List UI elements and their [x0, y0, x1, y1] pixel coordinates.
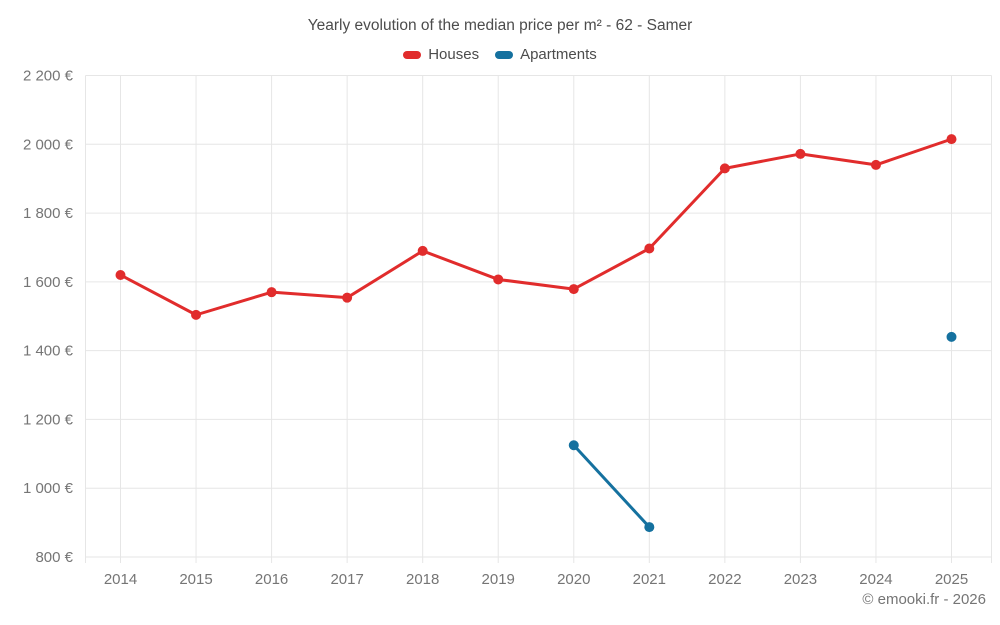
- x-tick-label: 2024: [859, 571, 892, 588]
- y-tick-label: 1 800 €: [23, 205, 74, 222]
- footer-credit: © emooki.fr - 2026: [862, 591, 986, 608]
- data-point-houses-2025: [946, 134, 957, 145]
- legend: Houses Apartments: [0, 46, 1000, 63]
- x-tick-label: 2023: [784, 571, 817, 588]
- x-tick-label: 2017: [330, 571, 363, 588]
- legend-item-houses[interactable]: Houses: [403, 46, 479, 63]
- data-point-houses-2022: [719, 163, 730, 174]
- data-point-houses-2014: [115, 269, 126, 280]
- y-tick-label: 1 000 €: [23, 480, 74, 497]
- x-tick-label: 2022: [708, 571, 741, 588]
- y-tick-label: 800 €: [35, 549, 73, 566]
- y-tick-label: 2 200 €: [23, 68, 74, 85]
- data-point-apartments-2025: [946, 331, 957, 342]
- data-point-houses-2021: [644, 243, 655, 254]
- x-tick-label: 2014: [104, 571, 137, 588]
- series-line-apartments: [572, 443, 651, 529]
- x-tick-label: 2018: [406, 571, 439, 588]
- x-tick-label: 2016: [255, 571, 288, 588]
- legend-item-apartments[interactable]: Apartments: [495, 46, 597, 63]
- data-point-houses-2020: [568, 284, 579, 295]
- y-tick-label: 1 600 €: [23, 274, 74, 291]
- data-point-houses-2019: [493, 274, 504, 285]
- chart-title: Yearly evolution of the median price per…: [307, 17, 693, 34]
- x-tick-label: 2025: [935, 571, 968, 588]
- data-point-houses-2023: [795, 148, 806, 159]
- data-point-houses-2024: [870, 159, 881, 170]
- x-tick-label: 2021: [633, 571, 666, 588]
- legend-label-houses: Houses: [428, 46, 480, 63]
- data-point-apartments-2020: [568, 440, 579, 451]
- x-tick-label: 2020: [557, 571, 590, 588]
- x-tick-label: 2015: [179, 571, 212, 588]
- data-point-apartments-2021: [644, 522, 655, 533]
- x-tick-label: 2019: [482, 571, 515, 588]
- data-point-houses-2017: [342, 292, 353, 303]
- y-tick-label: 1 400 €: [23, 343, 74, 360]
- data-point-houses-2015: [191, 309, 202, 320]
- y-tick-label: 2 000 €: [23, 136, 74, 153]
- y-tick-label: 1 200 €: [23, 411, 74, 428]
- data-point-houses-2018: [417, 245, 428, 256]
- legend-label-apartments: Apartments: [520, 46, 597, 63]
- data-point-houses-2016: [266, 287, 277, 298]
- houses-legend-swatch-icon: [403, 50, 422, 59]
- series-line-houses: [119, 137, 953, 317]
- apartments-legend-swatch-icon: [495, 50, 514, 59]
